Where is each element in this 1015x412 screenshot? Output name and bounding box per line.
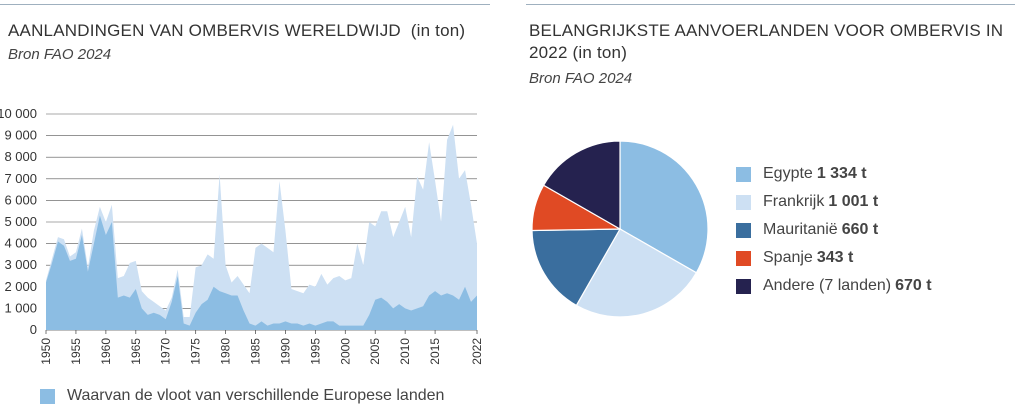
pie-chart <box>531 140 709 318</box>
legend-swatch <box>736 222 751 238</box>
pie-slice-egypte <box>619 140 709 274</box>
legend-value-label: 1 001 t <box>828 193 879 210</box>
x-tick-label: 1990 <box>278 338 292 365</box>
legend-value-label: 660 t <box>841 221 879 238</box>
x-tick-label: 2005 <box>368 338 382 365</box>
x-tick-label: 1975 <box>189 338 203 365</box>
area-chart-x-axis: 1950 1955 1960 1965 1970 1975 1980 1985 1990 1995… <box>39 330 484 365</box>
pie-slice-andere <box>542 140 621 231</box>
y-tick-label: 10 000 <box>0 106 37 121</box>
area-chart-y-axis: 0 1 000 2 000 3 000 4 000 5 000 6 000 7 000 8 00… <box>0 106 37 337</box>
pie-legend-item: Andere (7 landen) 670 t <box>736 275 932 297</box>
pie-chart-title-line2: 2022 (in ton) <box>529 43 628 62</box>
y-tick-label: 5 000 <box>4 214 37 229</box>
legend-swatch <box>736 250 751 266</box>
x-tick-label: 1960 <box>99 338 113 365</box>
x-tick-label: 1950 <box>39 338 53 365</box>
legend-swatch <box>736 194 751 210</box>
legend-swatch <box>736 166 751 182</box>
legend-value-label: 1 334 t <box>816 165 867 182</box>
x-tick-label: 2010 <box>398 338 412 365</box>
x-tick-label: 2022 <box>470 338 484 365</box>
y-tick-label: 3 000 <box>4 257 37 272</box>
x-tick-label: 2015 <box>428 338 442 365</box>
pie-chart-source: Bron FAO 2024 <box>529 70 633 87</box>
legend-value-label: 670 t <box>895 277 932 294</box>
pie-slice-mauritani <box>531 228 622 307</box>
pie-slice-frankrijk <box>575 228 698 318</box>
area-series-europe <box>46 215 477 330</box>
y-tick-label: 6 000 <box>4 192 37 207</box>
legend-country-label: Egypte <box>763 165 813 182</box>
pie-legend-item: Frankrijk 1 001 t <box>736 191 878 213</box>
legend-value-label: 343 t <box>816 249 854 266</box>
area-chart-fills <box>46 124 477 330</box>
y-tick-label: 4 000 <box>4 236 37 251</box>
area-series-total <box>46 124 477 330</box>
pie-chart-title-line1: BELANGRIJKSTE AANVOERLANDEN VOOR OMBERVI… <box>529 21 1004 40</box>
pie-slices <box>531 140 709 318</box>
y-tick-label: 8 000 <box>4 149 37 164</box>
area-chart-legend: Waarvan de vloot van verschillende Europ… <box>40 387 444 405</box>
legend-label-europe: Waarvan de vloot van verschillende Europ… <box>67 387 445 404</box>
x-tick-label: 1970 <box>159 338 173 365</box>
y-tick-label: 1 000 <box>4 300 37 315</box>
y-tick-label: 7 000 <box>4 171 37 186</box>
x-tick-label: 1965 <box>129 338 143 365</box>
right-top-rule <box>526 4 1015 5</box>
x-tick-label: 2000 <box>338 338 352 365</box>
legend-swatch <box>736 278 751 294</box>
legend-country-label: Mauritanië <box>763 221 838 238</box>
area-chart-title: AANLANDINGEN VAN OMBERVIS WERELDWIJD (in… <box>8 21 466 40</box>
left-top-rule <box>0 4 490 5</box>
x-tick-label: 1955 <box>69 338 83 365</box>
x-tick-label: 1995 <box>308 338 322 365</box>
legend-country-label: Andere (7 landen) <box>763 277 892 294</box>
pie-legend-item: Mauritanië 660 t <box>736 219 878 241</box>
y-tick-label: 9 000 <box>4 128 37 143</box>
area-chart: 0 1 000 2 000 3 000 4 000 5 000 6 000 7 000 8 00… <box>0 106 484 365</box>
x-tick-label: 1980 <box>219 338 233 365</box>
x-tick-label: 1985 <box>249 338 263 365</box>
legend-country-label: Frankrijk <box>763 193 825 210</box>
y-tick-label: 0 <box>30 322 37 337</box>
pie-legend-item: Spanje 343 t <box>736 247 853 269</box>
pie-legend-item: Egypte 1 334 t <box>736 163 867 185</box>
legend-swatch-europe <box>40 388 55 404</box>
legend-country-label: Spanje <box>763 249 813 266</box>
y-tick-label: 2 000 <box>4 279 37 294</box>
area-chart-source: Bron FAO 2024 <box>8 46 112 63</box>
